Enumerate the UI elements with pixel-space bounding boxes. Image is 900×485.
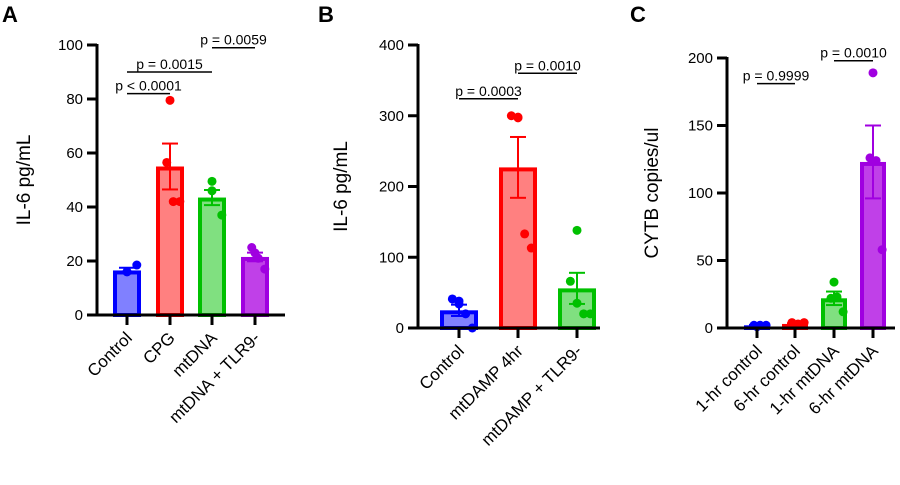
y-axis-title: IL-6 pg/mL bbox=[331, 141, 352, 232]
data-point bbox=[520, 229, 530, 239]
y-tick-label: 100 bbox=[379, 249, 404, 266]
data-point bbox=[122, 267, 132, 277]
data-point bbox=[260, 264, 270, 274]
y-tick-label: 0 bbox=[705, 320, 713, 337]
y-tick-label: 60 bbox=[66, 145, 83, 162]
x-tick-label: Control bbox=[416, 341, 468, 393]
p-value-label: p = 0.0015 bbox=[136, 56, 203, 72]
data-point bbox=[447, 294, 457, 304]
data-point bbox=[454, 299, 464, 309]
data-point bbox=[829, 277, 839, 287]
data-point bbox=[565, 276, 575, 286]
p-value-label: p = 0.0010 bbox=[820, 45, 887, 61]
y-tick-label: 80 bbox=[66, 91, 83, 108]
data-point bbox=[132, 260, 142, 270]
data-point bbox=[832, 292, 842, 302]
data-point bbox=[877, 245, 887, 255]
y-tick-label: 200 bbox=[379, 179, 404, 196]
data-point bbox=[579, 309, 589, 319]
data-point bbox=[572, 225, 582, 235]
data-point bbox=[175, 197, 185, 207]
panel-label: C bbox=[630, 2, 646, 27]
y-tick-label: 20 bbox=[66, 253, 83, 270]
y-tick-label: 0 bbox=[396, 320, 404, 337]
y-tick-label: 0 bbox=[75, 307, 83, 324]
data-point bbox=[207, 186, 217, 196]
data-point bbox=[572, 298, 582, 308]
data-point bbox=[165, 95, 175, 105]
data-point bbox=[247, 243, 257, 252]
y-axis-title: CYTB copies/ul bbox=[642, 128, 663, 259]
p-value-label: p = 0.0010 bbox=[514, 57, 581, 73]
bar-1 bbox=[156, 166, 184, 317]
panel-label: A bbox=[2, 2, 18, 27]
y-tick-label: 300 bbox=[379, 108, 404, 125]
data-point bbox=[513, 113, 523, 123]
p-value-label: p = 0.0059 bbox=[200, 32, 267, 48]
data-point bbox=[871, 156, 881, 166]
data-point bbox=[799, 318, 809, 328]
y-tick-label: 150 bbox=[688, 118, 713, 135]
y-tick-label: 40 bbox=[66, 199, 83, 216]
y-tick-label: 200 bbox=[688, 50, 713, 67]
bar-2 bbox=[558, 288, 596, 331]
data-point bbox=[168, 197, 178, 207]
data-point bbox=[526, 243, 536, 253]
data-point bbox=[838, 307, 848, 317]
y-tick-label: 100 bbox=[58, 37, 83, 54]
y-tick-label: 50 bbox=[696, 253, 713, 270]
p-value-label: p < 0.0001 bbox=[115, 78, 182, 94]
data-point bbox=[162, 157, 172, 167]
x-tick-label: mtDAMP + TLR9- bbox=[478, 341, 586, 449]
y-axis-title: IL-6 pg/mL bbox=[14, 135, 35, 226]
panel-label: B bbox=[318, 2, 334, 27]
p-value-label: p = 0.0003 bbox=[455, 83, 522, 99]
y-tick-label: 100 bbox=[688, 185, 713, 202]
data-point bbox=[253, 253, 263, 263]
bar-0 bbox=[113, 270, 141, 318]
data-point bbox=[868, 68, 878, 78]
x-tick-label: Control bbox=[84, 328, 136, 380]
data-point bbox=[461, 309, 471, 319]
data-point bbox=[217, 210, 227, 220]
p-value-label: p = 0.9999 bbox=[743, 68, 810, 84]
data-point bbox=[207, 176, 217, 186]
y-tick-label: 400 bbox=[379, 37, 404, 54]
data-point bbox=[585, 309, 595, 319]
